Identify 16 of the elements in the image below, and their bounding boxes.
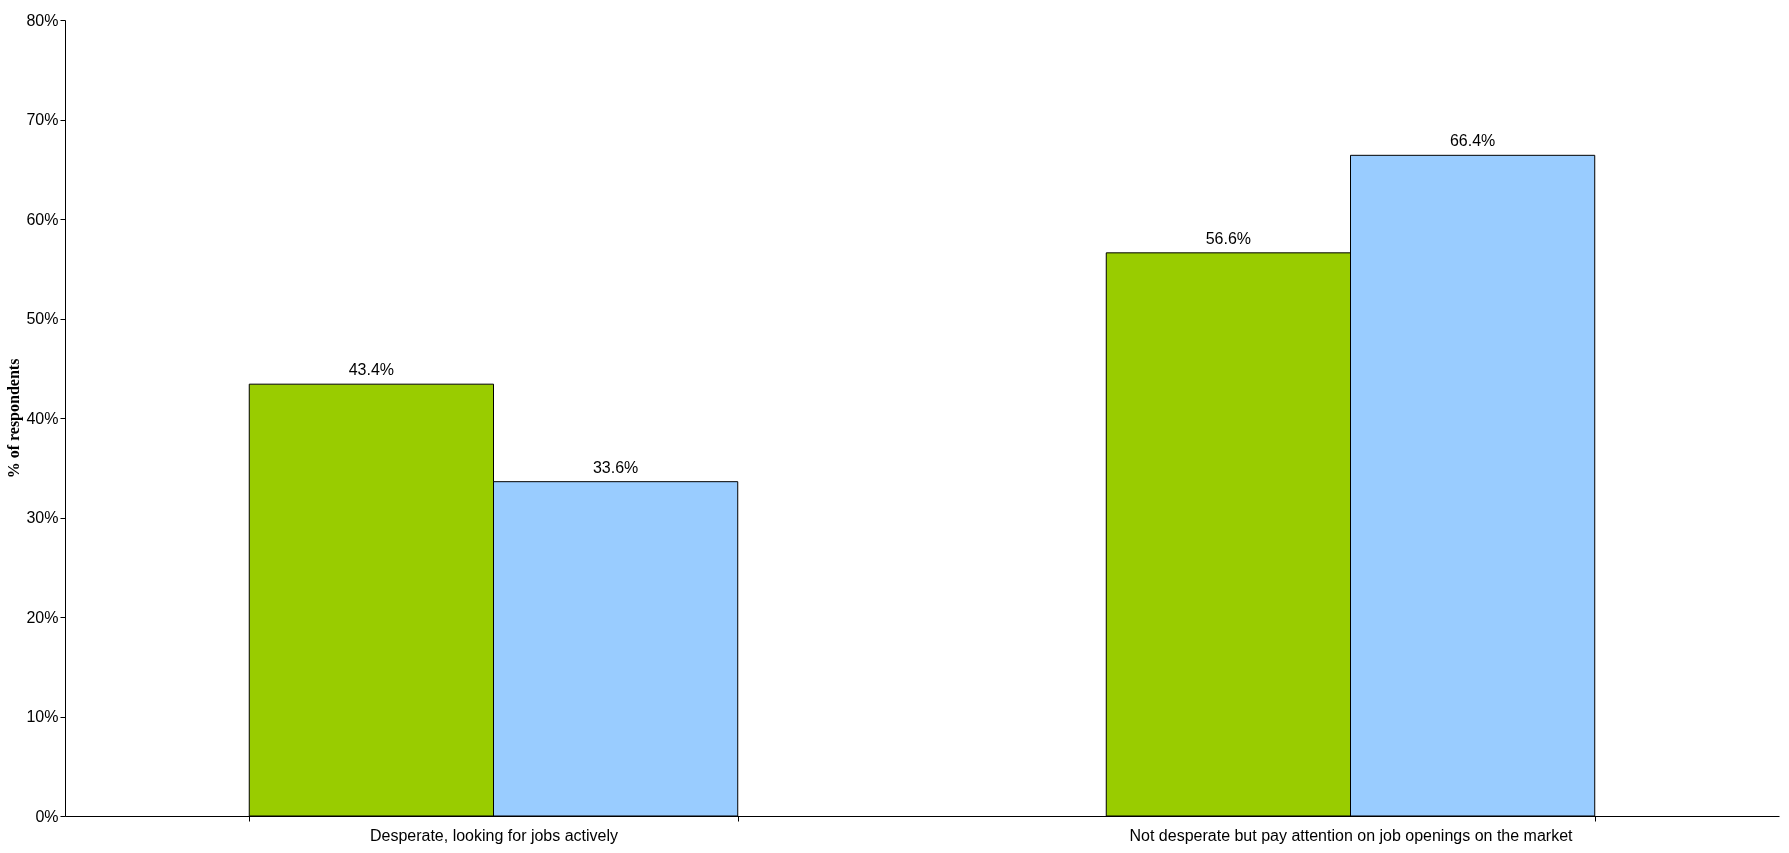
y-tick-label: 20% — [26, 608, 59, 626]
y-tick-label: 30% — [26, 509, 59, 526]
y-axis-title: % of respondents — [5, 358, 24, 479]
x-tick-label: Not desperate but pay attention on job openings on the market — [1129, 826, 1574, 844]
data-label: 43.4% — [348, 361, 395, 379]
y-tick-label: 10% — [26, 708, 59, 725]
data-label: 66.4% — [1449, 132, 1496, 150]
data-label: 56.6% — [1205, 229, 1252, 247]
y-tick-label: 80% — [26, 11, 59, 29]
y-tick-label: 0% — [35, 807, 59, 825]
y-tick-label: 70% — [26, 111, 59, 128]
y-tick-label: 60% — [26, 210, 59, 228]
y-tick-label: 40% — [26, 409, 59, 427]
x-tick-label: Desperate, looking for jobs actively — [369, 826, 619, 844]
y-tick-label: 50% — [26, 310, 59, 327]
data-label: 33.6% — [592, 458, 639, 476]
